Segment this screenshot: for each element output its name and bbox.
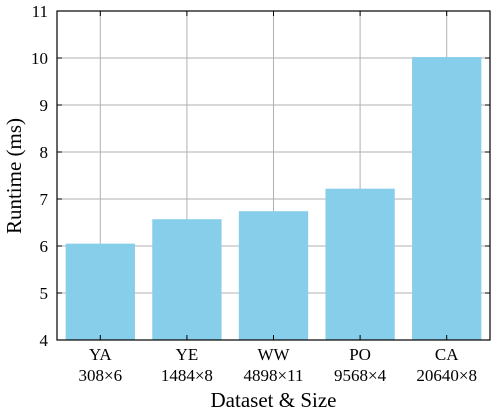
x-tick-label-po: PO bbox=[349, 345, 371, 364]
x-axis-title: Dataset & Size bbox=[211, 388, 337, 412]
y-tick-label: 7 bbox=[40, 190, 49, 209]
bar-ya bbox=[65, 243, 135, 340]
bar-ca bbox=[412, 57, 482, 341]
tick-marks bbox=[57, 10, 490, 341]
y-tick-label: 9 bbox=[40, 96, 49, 115]
y-tick-label: 4 bbox=[40, 331, 49, 350]
bars bbox=[65, 57, 482, 341]
y-tick-label: 11 bbox=[32, 2, 48, 21]
y-axis-title: Runtime (ms) bbox=[2, 118, 26, 234]
x-tick-label-ww: WW bbox=[257, 345, 290, 364]
x-tick-labels: YA 308×6 YE 1484×8 WW 4898×11 PO 9568×4 CA 20640×… bbox=[79, 345, 477, 385]
bar-po bbox=[325, 188, 395, 340]
bar-ye bbox=[152, 219, 222, 340]
x-tick-size-po: 9568×4 bbox=[334, 366, 387, 385]
x-tick-label-ya: YA bbox=[89, 345, 112, 364]
y-tick-label: 10 bbox=[31, 49, 48, 68]
y-tick-label: 5 bbox=[40, 284, 49, 303]
y-tick-label: 6 bbox=[40, 237, 49, 256]
x-tick-size-ye: 1484×8 bbox=[161, 366, 213, 385]
x-tick-label-ye: YE bbox=[176, 345, 199, 364]
y-tick-labels: 4 5 6 7 8 9 10 11 bbox=[31, 2, 49, 350]
x-tick-size-ww: 4898×11 bbox=[244, 366, 304, 385]
x-tick-size-ca: 20640×8 bbox=[416, 366, 477, 385]
bar-ww bbox=[238, 211, 309, 340]
x-tick-size-ya: 308×6 bbox=[79, 366, 123, 385]
x-tick-label-ca: CA bbox=[435, 345, 459, 364]
y-tick-label: 8 bbox=[40, 143, 49, 162]
